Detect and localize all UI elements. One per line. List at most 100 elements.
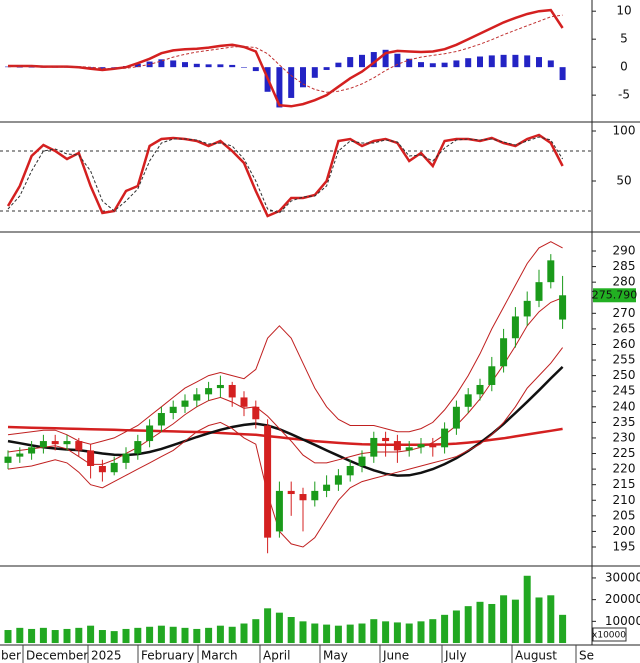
- candle-body: [547, 260, 555, 283]
- histogram-bar: [252, 67, 259, 72]
- candle-body: [535, 282, 543, 301]
- histogram-bar: [536, 57, 542, 68]
- volume-bar: [39, 627, 47, 644]
- y-tick-label: 250: [613, 368, 636, 382]
- volume-bar: [264, 608, 272, 644]
- y-tick-label: 10: [616, 4, 631, 18]
- volume-bar: [476, 601, 484, 644]
- candle-body: [500, 338, 508, 367]
- histogram-bar: [406, 58, 413, 68]
- candle-body: [441, 428, 449, 448]
- candle-body: [169, 406, 177, 414]
- histogram-bar: [170, 60, 177, 68]
- y-tick-label: 240: [613, 399, 636, 413]
- candle-body: [488, 366, 496, 385]
- y-tick-label: 195: [613, 539, 636, 553]
- y-tick-label: 200: [613, 524, 636, 538]
- histogram-bar: [347, 57, 354, 68]
- volume-bar: [370, 619, 378, 644]
- y-tick-label: 280: [613, 275, 636, 289]
- indicator-line: [7, 136, 564, 214]
- y-tick-label: 260: [613, 337, 636, 351]
- volume-bar: [28, 628, 36, 644]
- last-price-box: [593, 288, 636, 303]
- y-tick-label: 225: [613, 446, 636, 460]
- volume-bar: [228, 626, 236, 644]
- histogram-bar: [99, 67, 106, 69]
- y-tick-label: 230: [613, 430, 636, 444]
- histogram-bar: [134, 63, 141, 68]
- volume-bar: [429, 619, 437, 644]
- candle-body: [98, 465, 106, 473]
- y-tick-label: 270: [613, 306, 636, 320]
- volume-bar: [240, 623, 248, 644]
- volume-bar: [511, 599, 519, 644]
- x-tick-label: February: [141, 649, 194, 663]
- volume-bar: [193, 628, 201, 644]
- histogram-bar: [559, 67, 566, 81]
- histogram-bar: [205, 64, 212, 68]
- histogram-bar: [158, 59, 165, 68]
- x-tick-label: March: [201, 649, 238, 663]
- histogram-bar: [276, 67, 283, 108]
- volume-bar: [358, 623, 366, 644]
- candle-body: [287, 490, 295, 495]
- histogram-bar: [16, 67, 23, 68]
- histogram-bar: [335, 62, 342, 68]
- histogram-bar: [488, 55, 495, 68]
- histogram-bar: [453, 60, 460, 68]
- histogram-bar: [288, 67, 295, 98]
- candle-body: [523, 300, 531, 317]
- histogram-bar: [441, 62, 448, 68]
- volume-bar: [393, 622, 401, 644]
- y-tick-label: 285: [613, 259, 636, 273]
- y-tick-label: 30000: [605, 570, 640, 584]
- indicator-line: [7, 347, 563, 548]
- candle-body: [452, 406, 460, 429]
- y-tick-label: 100: [613, 124, 636, 138]
- indicator-line: [8, 8, 564, 108]
- histogram-bar: [28, 67, 35, 68]
- volume-bar: [205, 627, 213, 644]
- y-tick-label: 10000: [605, 614, 640, 628]
- volume-bar: [169, 626, 177, 644]
- candle-body: [464, 394, 472, 407]
- candle-body: [417, 444, 425, 448]
- candle-body: [358, 456, 366, 466]
- volume-unit: x10000: [592, 631, 626, 641]
- candle-body: [275, 490, 283, 532]
- candle-body: [51, 441, 59, 445]
- last-price-label: 275.790: [592, 288, 638, 301]
- candle-body: [122, 453, 130, 463]
- volume-bar: [287, 617, 295, 644]
- candle-body: [334, 475, 342, 485]
- volume-bar: [63, 628, 71, 644]
- x-tick-label: December: [26, 649, 88, 663]
- histogram-bar: [300, 67, 306, 88]
- histogram-bar: [524, 55, 531, 68]
- y-tick-label: 50: [616, 174, 631, 188]
- histogram-bar: [394, 53, 401, 68]
- candle-body: [216, 384, 224, 389]
- candle-body: [370, 437, 378, 457]
- volume-bar: [559, 614, 567, 644]
- volume-bar: [334, 625, 342, 644]
- candle-body: [181, 400, 189, 407]
- candle-body: [346, 465, 354, 476]
- histogram-bar: [370, 52, 377, 68]
- candle-body: [87, 450, 95, 466]
- histogram-bar: [547, 60, 554, 68]
- histogram-bar: [182, 62, 188, 68]
- candle-body: [252, 406, 260, 420]
- candle-body: [393, 441, 401, 451]
- candle-body: [405, 447, 413, 451]
- histogram-bar: [465, 58, 472, 68]
- x-tick-label: April: [263, 649, 290, 663]
- indicator-line: [7, 241, 563, 445]
- volume-bar: [405, 623, 413, 644]
- x-tick-label: 2025: [91, 649, 122, 663]
- volume-bar: [382, 621, 390, 644]
- candle-body: [63, 441, 71, 445]
